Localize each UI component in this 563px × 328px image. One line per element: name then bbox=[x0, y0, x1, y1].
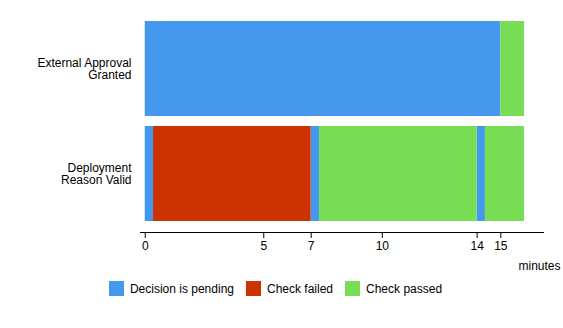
svg-text:10: 10 bbox=[376, 239, 390, 253]
svg-text:minutes: minutes bbox=[518, 259, 560, 273]
svg-text:15: 15 bbox=[494, 239, 508, 253]
svg-text:DeploymentReason Valid: DeploymentReason Valid bbox=[61, 161, 132, 187]
svg-text:7: 7 bbox=[308, 239, 315, 253]
html-text:Decision is pending: Decision is pending bbox=[129, 281, 234, 296]
svg-text:0: 0 bbox=[142, 239, 149, 253]
svg-text:14: 14 bbox=[470, 239, 484, 253]
html-text:Check passed: Check passed bbox=[366, 281, 443, 296]
svg-text:5: 5 bbox=[260, 239, 267, 253]
html-text:Check failed: Check failed bbox=[267, 281, 333, 296]
svg-text:External ApprovalGranted: External ApprovalGranted bbox=[37, 56, 131, 82]
